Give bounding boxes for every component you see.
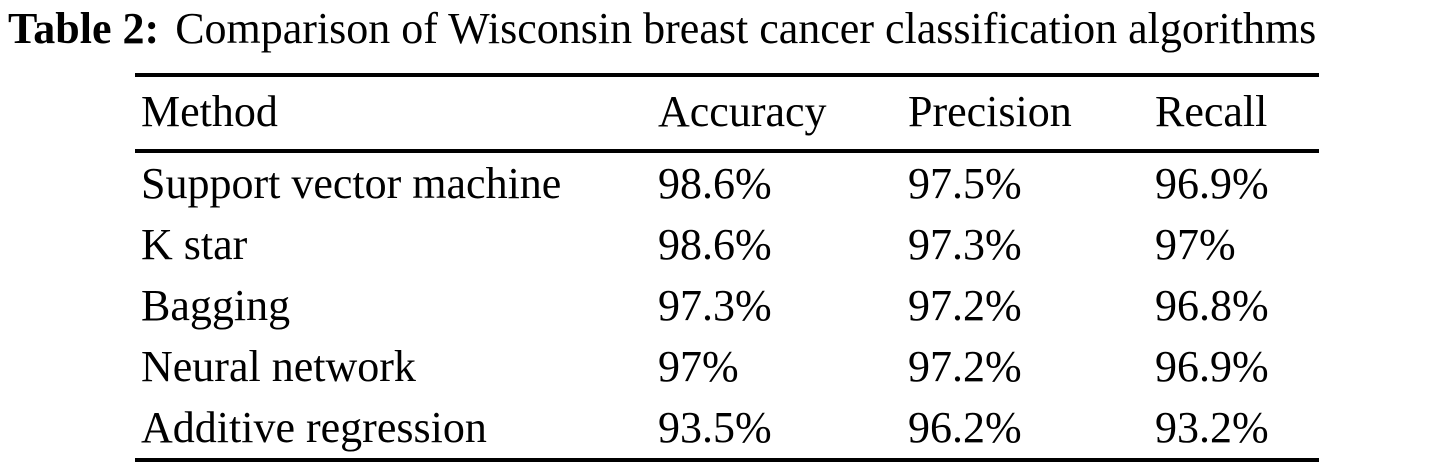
precision-cell: 97.5% <box>908 159 1022 208</box>
accuracy-cell: 93.5% <box>658 403 772 452</box>
table-caption: Table 2: Comparison of Wisconsin breast c… <box>0 0 1442 54</box>
recall-cell: 96.9% <box>1155 159 1269 208</box>
accuracy-cell: 97% <box>658 342 739 391</box>
recall-cell: 96.9% <box>1155 342 1269 391</box>
method-cell: Neural network <box>141 342 416 391</box>
method-cell: Support vector machine <box>141 159 562 208</box>
precision-cell: 96.2% <box>908 403 1022 452</box>
column-header-accuracy: Accuracy <box>658 87 827 136</box>
table-row: Bagging 97.3% 97.2% 96.8% <box>135 275 1319 336</box>
table-row: K star 98.6% 97.3% 97% <box>135 214 1319 275</box>
precision-cell: 97.2% <box>908 281 1022 330</box>
table-row: Additive regression 93.5% 96.2% 93.2% <box>135 397 1319 460</box>
method-cell: K star <box>141 220 248 269</box>
recall-cell: 97% <box>1155 220 1236 269</box>
accuracy-cell: 97.3% <box>658 281 772 330</box>
accuracy-cell: 98.6% <box>658 159 772 208</box>
table-row: Neural network 97% 97.2% 96.9% <box>135 336 1319 397</box>
caption-text: Comparison of Wisconsin breast cancer cl… <box>175 4 1317 53</box>
accuracy-cell: 98.6% <box>658 220 772 269</box>
method-cell: Bagging <box>141 281 291 330</box>
caption-label: Table 2: <box>8 4 160 53</box>
results-table: Method Accuracy Precision Recall Support… <box>135 73 1319 462</box>
recall-cell: 96.8% <box>1155 281 1269 330</box>
column-header-method: Method <box>141 87 278 136</box>
recall-cell: 93.2% <box>1155 403 1269 452</box>
header-row: Method Accuracy Precision Recall <box>135 75 1319 151</box>
column-header-precision: Precision <box>908 87 1072 136</box>
method-cell: Additive regression <box>141 403 487 452</box>
column-header-recall: Recall <box>1155 87 1268 136</box>
precision-cell: 97.2% <box>908 342 1022 391</box>
table-row: Support vector machine 98.6% 97.5% 96.9% <box>135 151 1319 214</box>
precision-cell: 97.3% <box>908 220 1022 269</box>
